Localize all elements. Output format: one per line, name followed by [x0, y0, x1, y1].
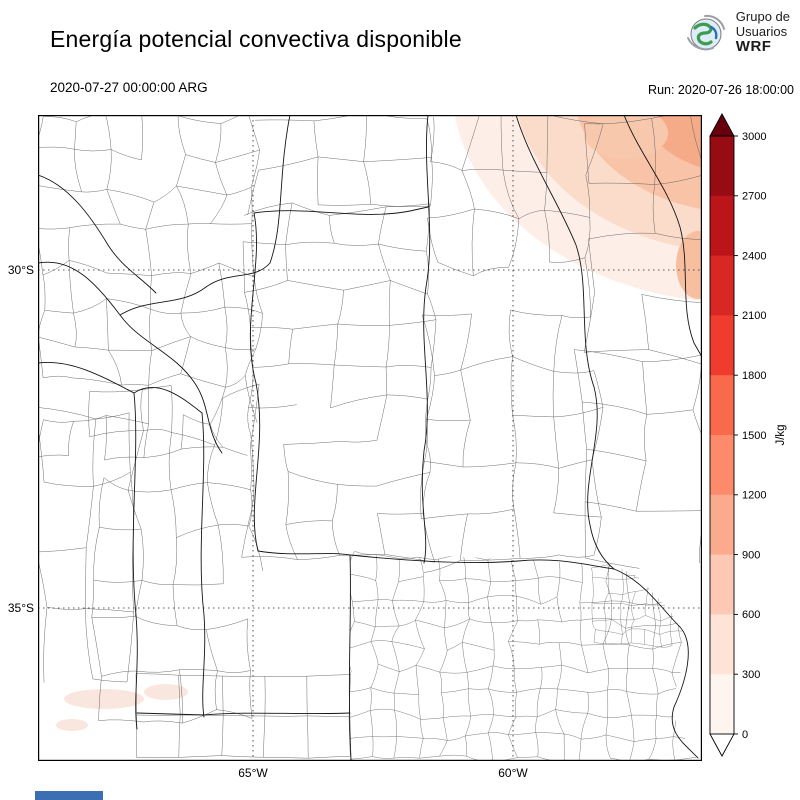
colorbar-tick-label: 900 [742, 549, 760, 561]
province-border [253, 206, 429, 215]
colorbar-unit-label: J/kg [775, 424, 787, 445]
department-boundaries-mesh [247, 115, 433, 215]
colorbar-tick-label: 600 [742, 609, 760, 621]
province-border [257, 550, 351, 556]
lat-label-35s: 35°S [7, 601, 34, 615]
colorbar-tick-label: 3000 [742, 131, 766, 143]
colorbar-segment [710, 554, 734, 615]
colorbar-segment [710, 674, 734, 735]
colorbar-segment [710, 315, 734, 376]
province-border [133, 387, 203, 414]
department-boundaries-mesh [38, 115, 263, 461]
province-border [421, 115, 431, 564]
map-frame [38, 115, 702, 761]
province-border [200, 412, 206, 718]
province-border [38, 361, 135, 394]
colorbar-tick-label: 1800 [742, 370, 766, 382]
lon-label-60w: 60°W [498, 766, 528, 780]
globe-icon [686, 14, 725, 51]
map-canvas [38, 115, 702, 761]
province-border [136, 712, 205, 716]
colorbar-segment [710, 614, 734, 675]
run-label: Run: 2020-07-26 18:00:00 [648, 83, 794, 97]
colorbar-tick-label: 2700 [742, 191, 766, 203]
colorbar-tick-label: 2400 [742, 250, 766, 262]
department-boundaries-mesh [38, 407, 135, 683]
logo-line-1: Grupo de [735, 9, 790, 25]
province-border [613, 568, 699, 759]
colorbar-tick-label: 300 [742, 669, 760, 681]
wrf-logo: Grupo de Usuarios WRF [683, 10, 790, 56]
wrf-logo-text: Grupo de Usuarios WRF [736, 10, 790, 55]
province-border [119, 262, 271, 316]
colorbar: 30002700240021001800150012009006003000J/… [709, 113, 787, 757]
province-border [349, 554, 615, 570]
colorbar-tick-label: 1500 [742, 430, 766, 442]
lat-label-30s: 30°S [7, 263, 34, 277]
department-boundaries-mesh [583, 115, 702, 365]
province-border [515, 115, 615, 570]
colorbar-segment [710, 375, 734, 436]
lon-label-65w: 65°W [238, 766, 268, 780]
province-border [269, 115, 291, 264]
colorbar-under-arrow [709, 733, 735, 757]
colorbar-segment [710, 435, 734, 496]
logo-line-3: WRF [735, 38, 772, 56]
province-border [132, 392, 138, 730]
province-border [249, 212, 261, 552]
plot-title: Energía potencial convectiva disponible [50, 26, 462, 52]
colorbar-tick-label: 0 [742, 729, 748, 741]
province-border [348, 554, 352, 761]
province-border [623, 115, 702, 358]
colorbar-over-arrow [709, 113, 735, 137]
colorbar-tick-label: 1200 [742, 490, 766, 502]
province-border [203, 712, 351, 716]
colorbar-segment [710, 255, 734, 316]
colorbar-segment [710, 494, 734, 556]
department-boundaries-mesh [135, 673, 351, 759]
colorbar-segment [710, 136, 734, 197]
province-borders [38, 115, 702, 761]
province-border [38, 174, 157, 294]
colorbar-tick-label: 2100 [742, 310, 766, 322]
logo-line-2: Usuarios [735, 23, 788, 39]
footer-accent-bar [35, 791, 103, 800]
valid-time-label: 2020-07-27 00:00:00 ARG [50, 80, 208, 95]
gridlines [38, 115, 702, 761]
colorbar-segment [710, 195, 734, 257]
department-boundaries [38, 115, 702, 760]
cape-shading [56, 115, 702, 731]
province-border [38, 261, 223, 454]
